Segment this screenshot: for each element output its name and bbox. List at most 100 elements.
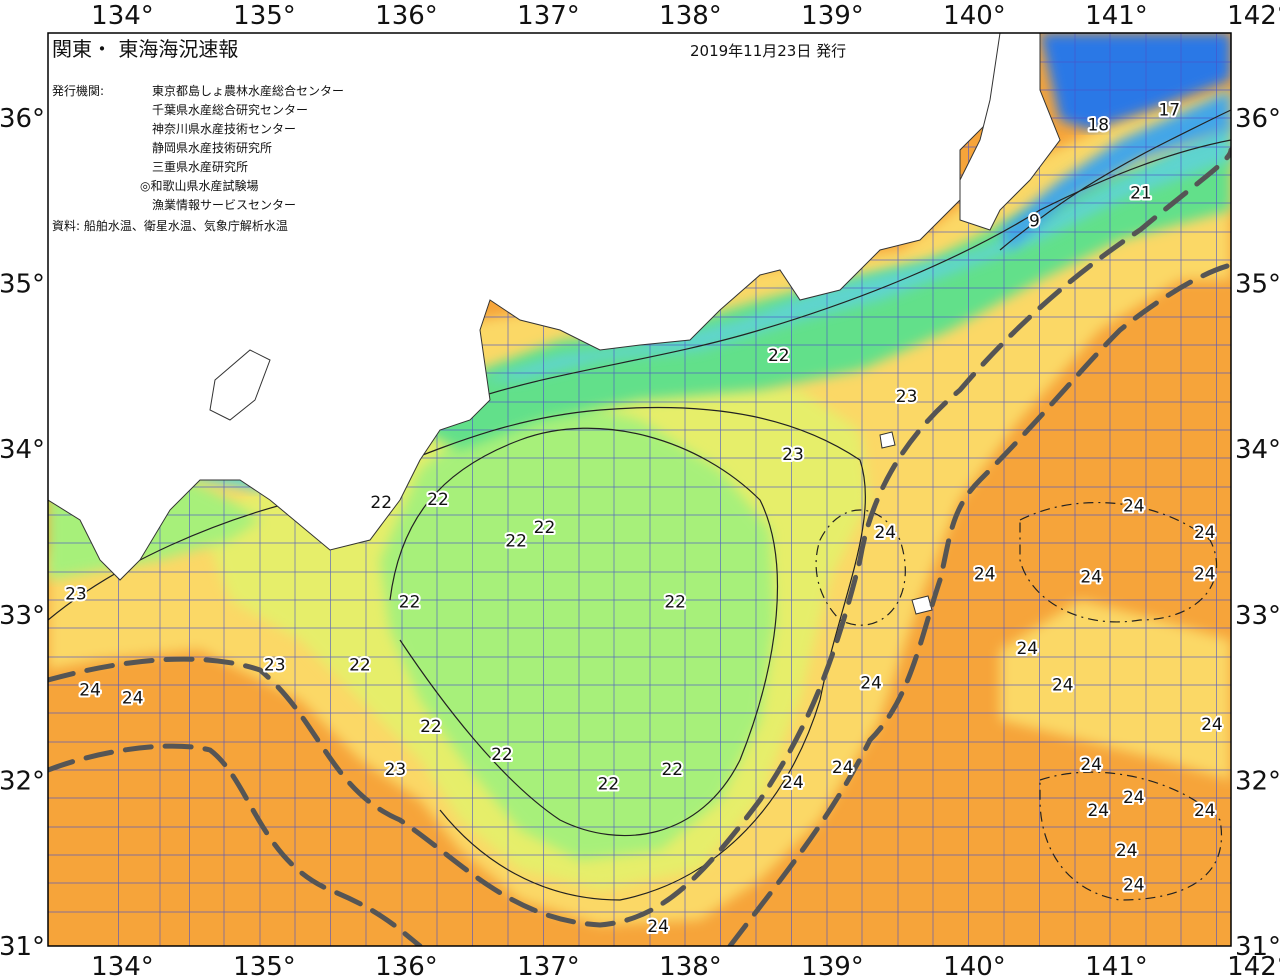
agencies-label: 発行機関: bbox=[52, 83, 104, 98]
longitude-label: 139° bbox=[801, 1, 864, 31]
isotherm-label: 24 bbox=[1052, 675, 1074, 695]
isotherm-label: 24 bbox=[1201, 715, 1223, 735]
latitude-labels-right: 36° 35° 34° 33° 32° 31° bbox=[1235, 104, 1280, 962]
isotherm-value-labels: 18 17 21 9 22 23 23 22 22 22 22 22 22 22 22 22 22 22 23 23 2… bbox=[63, 99, 1225, 939]
isotherm-label: 22 bbox=[534, 518, 556, 538]
latitude-label: 35° bbox=[1235, 270, 1280, 300]
isotherm-label: 24 bbox=[782, 773, 804, 793]
agency-name: 神奈川県水産技術センター bbox=[152, 121, 296, 136]
isotherm-21-contour bbox=[469, 139, 1231, 401]
latitude-label: 33° bbox=[0, 601, 45, 631]
isotherm-label: 22 bbox=[505, 531, 527, 551]
isotherm-label: 24 bbox=[974, 564, 996, 584]
land-izu-oshima bbox=[879, 431, 896, 449]
latitude-label: 32° bbox=[1235, 766, 1280, 796]
temperature-field bbox=[48, 33, 1231, 946]
issued-date: 2019年11月23日 発行 bbox=[690, 42, 846, 60]
isotherm-label: 22 bbox=[427, 490, 449, 510]
land-kii-peninsula bbox=[48, 33, 1041, 581]
isotherm-label: 24 bbox=[874, 523, 896, 543]
longitude-label: 140° bbox=[943, 952, 1006, 980]
isotherm-label: 18 bbox=[1087, 116, 1109, 136]
isotherm-label: 22 bbox=[399, 593, 421, 613]
longitude-label: 142° bbox=[1227, 1, 1280, 31]
isotherm-label: 21 bbox=[1130, 184, 1152, 204]
isotherm-label: 24 bbox=[832, 758, 854, 778]
isotherm-label: 23 bbox=[264, 655, 286, 675]
map-title: 関東・ 東海海況速報 bbox=[52, 37, 238, 61]
agency-name: 三重県水産研究所 bbox=[152, 159, 248, 174]
longitude-label: 140° bbox=[943, 1, 1006, 31]
isotherm-label: 22 bbox=[349, 655, 371, 675]
kuroshio-east-axis bbox=[727, 262, 1231, 946]
isotherm-22-contour bbox=[389, 427, 779, 837]
isotherm-label: 23 bbox=[385, 760, 407, 780]
longitude-label: 142° bbox=[1227, 952, 1280, 980]
longitude-label: 141° bbox=[1085, 1, 1148, 31]
land-hachijojima bbox=[911, 595, 933, 615]
isotherm-24-east-contour bbox=[1019, 501, 1218, 623]
agency-name: 千葉県水産総合研究センター bbox=[152, 102, 308, 117]
longitude-label: 141° bbox=[1085, 952, 1148, 980]
isotherm-label: 24 bbox=[860, 674, 882, 694]
isotherm-label: 24 bbox=[1194, 801, 1216, 821]
isotherm-19-contour bbox=[999, 109, 1231, 251]
isotherm-label: 24 bbox=[647, 917, 669, 937]
sst-23-east-patch bbox=[1000, 600, 1231, 780]
isotherm-label: 24 bbox=[1087, 801, 1109, 821]
isotherm-label: 24 bbox=[1116, 841, 1138, 861]
map-frame bbox=[47, 32, 1232, 947]
sst-18-zone bbox=[1040, 33, 1231, 130]
isotherm-label: 23 bbox=[65, 584, 87, 604]
map-header: 関東・ 東海海況速報 2019年11月23日 発行 発行機関: 東京都島しょ農林… bbox=[52, 37, 846, 233]
isotherm-label: 22 bbox=[370, 493, 392, 513]
agency-name: 静岡県水産技術研究所 bbox=[152, 140, 272, 155]
latitude-label: 31° bbox=[1235, 932, 1280, 962]
land-awaji-island bbox=[209, 349, 271, 421]
sst-19-zone bbox=[1000, 90, 1231, 250]
isotherm-label: 24 bbox=[1194, 523, 1216, 543]
longitude-label: 138° bbox=[659, 1, 722, 31]
longitude-label: 136° bbox=[375, 952, 438, 980]
isotherm-label: 9 bbox=[1029, 212, 1040, 232]
isotherm-label: 24 bbox=[1123, 497, 1145, 517]
isotherm-24-south-contour bbox=[1039, 771, 1223, 901]
longitude-label: 137° bbox=[517, 1, 580, 31]
isotherm-label: 24 bbox=[122, 689, 144, 709]
latitude-label: 31° bbox=[0, 932, 45, 962]
isotherm-label: 24 bbox=[1080, 568, 1102, 588]
isotherm-24-contour bbox=[815, 509, 906, 626]
isotherm-label: 24 bbox=[1194, 564, 1216, 584]
longitude-label: 134° bbox=[91, 1, 154, 31]
land-boso-coast bbox=[959, 33, 1061, 231]
data-source: 資料: 船舶水温、衛星水温、気象庁解析水温 bbox=[52, 218, 288, 233]
latitude-labels-left: 36° 35° 34° 33° 32° 31° bbox=[0, 104, 45, 962]
latitude-label: 36° bbox=[1235, 104, 1280, 134]
longitude-label: 134° bbox=[91, 952, 154, 980]
isotherm-label: 17 bbox=[1158, 101, 1180, 121]
longitude-label: 135° bbox=[233, 952, 296, 980]
latitude-label: 36° bbox=[0, 104, 45, 134]
isotherm-label: 24 bbox=[1123, 876, 1145, 896]
agency-name: ◎和歌山県水産試験場 bbox=[140, 178, 258, 193]
longitude-label: 138° bbox=[659, 952, 722, 980]
agency-name: 漁業情報サービスセンター bbox=[152, 198, 296, 212]
latitude-label: 32° bbox=[0, 766, 45, 796]
latitude-label: 33° bbox=[1235, 601, 1280, 631]
longitude-labels-top: 134° 135° 136° 137° 138° 139° 140° 141° 142° bbox=[91, 1, 1280, 31]
isotherm-label: 22 bbox=[420, 717, 442, 737]
isotherm-label: 24 bbox=[1123, 788, 1145, 808]
kuroshio-inner-axis bbox=[48, 147, 1231, 928]
longitude-label: 137° bbox=[517, 952, 580, 980]
latitude-label: 35° bbox=[0, 270, 45, 300]
isotherm-label: 24 bbox=[1016, 639, 1038, 659]
isotherm-label: 23 bbox=[782, 445, 804, 465]
longitude-label: 136° bbox=[375, 1, 438, 31]
longitude-labels-bottom: 134° 135° 136° 137° 138° 139° 140° 141° 142° bbox=[91, 952, 1280, 980]
longitude-label: 139° bbox=[801, 952, 864, 980]
latitude-label: 34° bbox=[0, 435, 45, 465]
isotherm-label: 22 bbox=[768, 346, 790, 366]
isotherm-label: 22 bbox=[598, 775, 620, 795]
kuroshio-outer-axis bbox=[48, 743, 423, 946]
